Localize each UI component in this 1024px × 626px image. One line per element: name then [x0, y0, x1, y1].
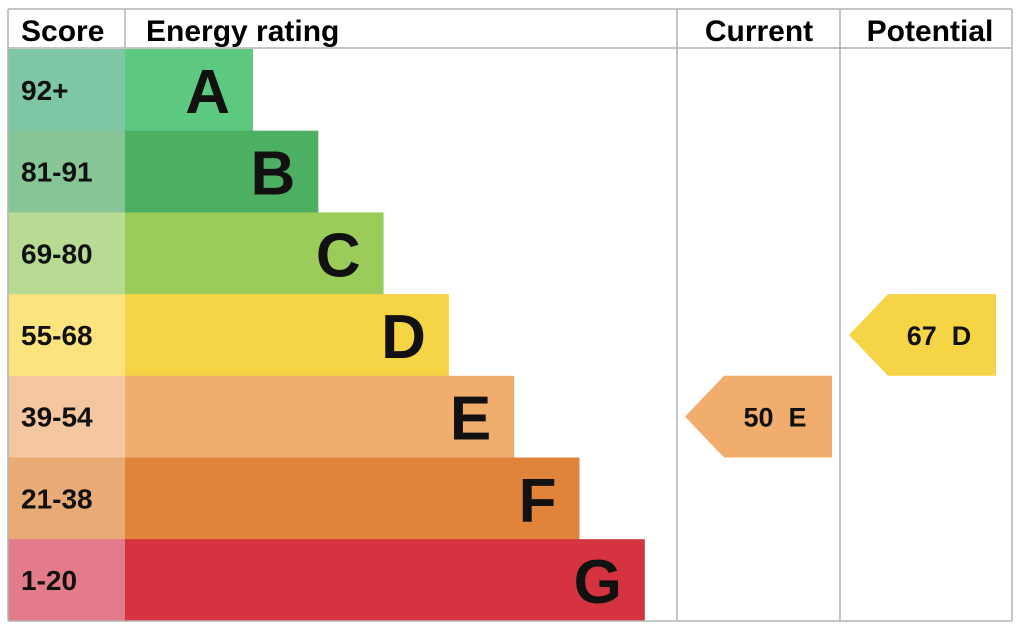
header-row: Score Energy rating Current Potential — [21, 15, 993, 48]
band-letter-c: C — [316, 221, 361, 290]
band-bar-d — [125, 294, 449, 377]
band-row-f: 21-38 F — [8, 457, 580, 540]
band-bar-g — [125, 539, 645, 622]
score-label-e: 39-54 — [21, 402, 93, 433]
grid-layer — [7, 8, 1013, 622]
potential-arrow-label: 67 D — [907, 321, 972, 351]
band-bar-a — [125, 49, 253, 132]
band-row-e: 39-54 E — [8, 375, 515, 458]
score-cell-c — [8, 212, 125, 295]
band-bar-b — [125, 130, 319, 213]
band-bar-f — [125, 457, 580, 540]
header-potential: Potential — [867, 15, 994, 48]
potential-arrow-shape — [849, 294, 996, 376]
score-cell-g — [8, 539, 125, 622]
score-cell-f — [8, 457, 125, 540]
score-label-g: 1-20 — [21, 565, 77, 596]
header-energy-rating: Energy rating — [146, 15, 339, 48]
score-cell-a — [8, 49, 125, 132]
band-letter-g: G — [574, 548, 622, 617]
bands-layer: 92+ A 81-91 B 69-80 C 55-68 D 39-54 E 21-38 F 1-20 G — [8, 49, 645, 622]
band-row-a: 92+ A — [8, 49, 253, 132]
score-label-a: 92+ — [21, 75, 69, 106]
band-row-c: 69-80 C — [8, 212, 384, 295]
current-arrow-shape — [685, 375, 832, 458]
score-cell-b — [8, 130, 125, 213]
score-label-b: 81-91 — [21, 157, 93, 188]
score-label-f: 21-38 — [21, 483, 93, 514]
band-row-g: 1-20 G — [8, 539, 645, 622]
potential-rating-arrow: 67 D — [849, 294, 996, 376]
band-bar-c — [125, 212, 384, 295]
current-arrow-label: 50 E — [743, 403, 806, 433]
score-label-c: 69-80 — [21, 238, 93, 269]
score-cell-e — [8, 375, 125, 458]
band-letter-d: D — [381, 303, 426, 372]
band-letter-a: A — [185, 58, 230, 127]
current-rating-arrow: 50 E — [685, 375, 832, 458]
header-current: Current — [705, 15, 813, 48]
band-row-b: 81-91 B — [8, 130, 319, 213]
score-cell-d — [8, 294, 125, 377]
header-score: Score — [21, 15, 104, 48]
band-letter-e: E — [450, 385, 491, 454]
band-letter-f: F — [519, 466, 557, 535]
band-row-d: 55-68 D — [8, 294, 449, 377]
arrows-layer: 50 E 67 D — [685, 294, 996, 458]
band-bar-e — [125, 375, 515, 458]
score-label-d: 55-68 — [21, 320, 93, 351]
band-letter-b: B — [251, 140, 296, 209]
